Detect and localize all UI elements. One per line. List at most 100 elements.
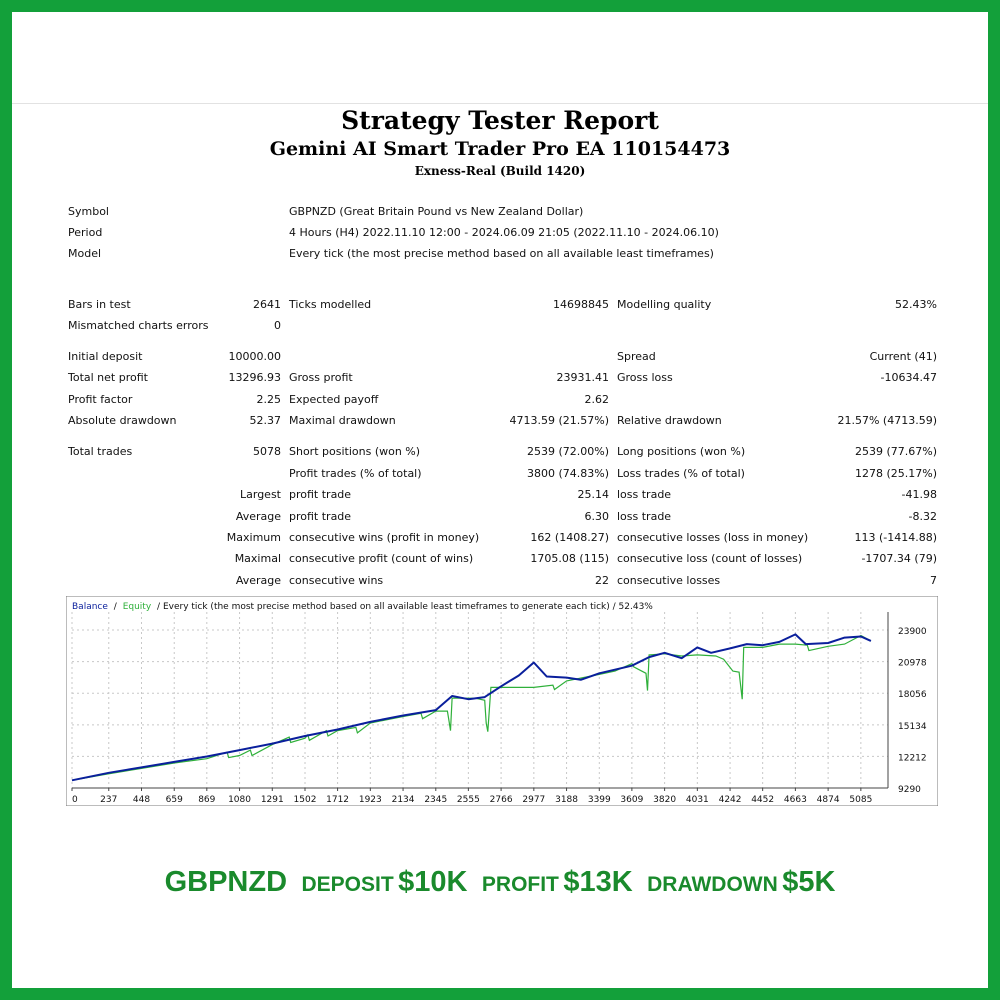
quality-value: 52.43% (895, 298, 937, 311)
footer-drawdown-label: DRAWDOWN (647, 873, 778, 896)
totaltrades-value: 5078 (253, 445, 281, 458)
quality-label: Modelling quality (617, 298, 712, 311)
ticks-label: Ticks modelled (289, 298, 372, 311)
report-server: Exness-Real (Build 1420) (414, 164, 586, 178)
expectedpayoff-label: Expected payoff (289, 393, 379, 406)
totaltrades-label: Total trades (68, 445, 133, 458)
report-subtitle: Gemini AI Smart Trader Pro EA 110154473 (269, 138, 731, 160)
short-value: 2539 (72.00%) (526, 445, 609, 458)
chart-header-text: / Every tick (the most precise method ba… (157, 602, 653, 612)
average2-label: Average (235, 574, 281, 587)
summary-footer: GBPNZD DEPOSIT $10K PROFIT $13K DRAWDOWN… (0, 866, 1000, 899)
y-tick-label: 18056 (898, 690, 927, 700)
max-consec-losses-label: consecutive losses (loss in money) (617, 531, 809, 544)
chart-svg: Balance / Equity / Every tick (the most … (65, 595, 939, 807)
expectedpayoff-value: 2.62 (584, 393, 610, 406)
avg-consec-losses-label: consecutive losses (617, 574, 721, 587)
deposit-label: Initial deposit (68, 350, 143, 363)
x-tick-label: 0 (72, 795, 78, 805)
absdd-label: Absolute drawdown (68, 414, 177, 427)
x-tick-label: 4242 (719, 795, 742, 805)
x-tick-label: 3820 (653, 795, 676, 805)
ticks-value: 14698845 (553, 298, 609, 311)
x-tick-label: 1080 (228, 795, 251, 805)
profitfactor-value: 2.25 (256, 393, 282, 406)
legend-balance: Balance (72, 602, 108, 612)
x-tick-label: 2134 (392, 795, 415, 805)
max-consec-loss-label: consecutive loss (count of losses) (617, 552, 803, 565)
losstrades-label: Loss trades (% of total) (617, 467, 745, 480)
maxdd-value: 4713.59 (21.57%) (509, 414, 609, 427)
x-tick-label: 659 (166, 795, 183, 805)
y-tick-label: 12212 (898, 753, 927, 763)
footer-profit-value: $13K (563, 866, 633, 898)
x-tick-label: 2766 (490, 795, 513, 805)
average-loss-value: -8.32 (908, 510, 937, 523)
largest-profit-label: profit trade (289, 488, 352, 501)
x-tick-label: 4663 (784, 795, 807, 805)
model-value: Every tick (the most precise method base… (289, 247, 714, 260)
balance-line (71, 633, 872, 782)
footer-drawdown-value: $5K (782, 866, 836, 898)
netprofit-label: Total net profit (68, 371, 148, 384)
max-consec-profit-label: consecutive profit (count of wins) (289, 552, 474, 565)
x-tick-label: 1923 (359, 795, 382, 805)
average-loss-label: loss trade (617, 510, 672, 523)
y-tick-label: 15134 (898, 722, 927, 732)
largest-loss-value: -41.98 (901, 488, 937, 501)
x-tick-label: 448 (133, 795, 150, 805)
short-label: Short positions (won %) (289, 445, 421, 458)
mismatch-label: Mismatched charts errors (68, 319, 209, 332)
profittrades-value: 3800 (74.83%) (526, 467, 609, 480)
avg-consec-losses-value: 7 (930, 574, 937, 587)
maxdd-label: Maximal drawdown (289, 414, 396, 427)
x-tick-label: 237 (100, 795, 117, 805)
long-value: 2539 (77.67%) (854, 445, 937, 458)
long-label: Long positions (won %) (617, 445, 746, 458)
max-consec-loss-value: -1707.34 (79) (861, 552, 937, 565)
footer-symbol: GBPNZD (164, 866, 288, 898)
maximum-label: Maximum (226, 531, 281, 544)
deposit-value: 10000.00 (228, 350, 282, 363)
x-tick-label: 3188 (555, 795, 578, 805)
x-tick-label: 2555 (457, 795, 480, 805)
average-profit-value: 6.30 (584, 510, 610, 523)
x-tick-label: 2977 (522, 795, 545, 805)
y-axis: 23900 20978 18056 15134 12212 9290 (887, 612, 927, 795)
y-tick-label: 23900 (898, 627, 927, 637)
y-tick-label: 20978 (898, 659, 927, 669)
grossloss-value: -10634.47 (880, 371, 937, 384)
report-title: Strategy Tester Report (341, 106, 659, 135)
reldd-label: Relative drawdown (617, 414, 722, 427)
grossloss-label: Gross loss (617, 371, 673, 384)
footer-deposit-label: DEPOSIT (301, 873, 394, 896)
largest-loss-label: loss trade (617, 488, 672, 501)
x-tick-label: 4452 (751, 795, 774, 805)
grossprofit-value: 23931.41 (556, 371, 610, 384)
symbol-value: GBPNZD (Great Britain Pound vs New Zeala… (289, 205, 584, 218)
x-tick-label: 4874 (817, 795, 840, 805)
svg-text:Balance / Equity: Balance / Equity / Every tick (the most … (72, 602, 653, 612)
largest-profit-value: 25.14 (577, 488, 610, 501)
spread-label: Spread (617, 350, 656, 363)
max-consec-profit-value: 1705.08 (115) (530, 552, 609, 565)
period-value: 4 Hours (H4) 2022.11.10 12:00 - 2024.06.… (289, 226, 719, 239)
footer-profit-label: PROFIT (481, 873, 559, 896)
top-divider (12, 103, 988, 104)
max-consec-losses-value: 113 (-1414.88) (854, 531, 937, 544)
avg-consec-wins-label: consecutive wins (289, 574, 384, 587)
balance-chart: Balance / Equity / Every tick (the most … (65, 595, 939, 807)
avg-consec-wins-value: 22 (595, 574, 609, 587)
mismatch-value: 0 (274, 319, 281, 332)
footer-deposit-value: $10K (398, 866, 468, 898)
symbol-label: Symbol (68, 205, 109, 218)
losstrades-value: 1278 (25.17%) (854, 467, 937, 480)
max-consec-wins-label: consecutive wins (profit in money) (289, 531, 480, 544)
profittrades-label: Profit trades (% of total) (289, 467, 422, 480)
x-tick-label: 1291 (261, 795, 284, 805)
x-tick-label: 3399 (588, 795, 611, 805)
period-label: Period (68, 226, 103, 239)
profitfactor-label: Profit factor (68, 393, 133, 406)
spread-value: Current (41) (869, 350, 937, 363)
